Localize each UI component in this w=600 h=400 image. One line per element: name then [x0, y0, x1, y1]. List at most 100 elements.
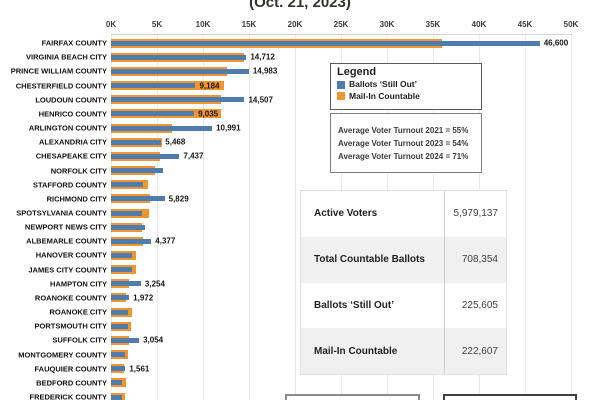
- x-axis-tick-label: 40K: [471, 20, 487, 29]
- still-out-bar[interactable]: [111, 380, 123, 386]
- category-label: CHESAPEAKE CITY: [35, 151, 107, 161]
- bar-data-label: 3,254: [144, 279, 165, 289]
- category-label: FREDERICK COUNTY: [29, 392, 107, 400]
- category-label: HANOVER COUNTY: [35, 250, 107, 260]
- chart-row: ROANOKE CITY: [0, 305, 600, 319]
- chart-row: LOUDOUN COUNTY 14,507: [0, 93, 600, 107]
- category-label: NORFOLK CITY: [50, 166, 107, 176]
- category-label: ARLINGTON COUNTY: [28, 123, 107, 133]
- bar-data-label: 5,468: [165, 137, 186, 147]
- category-label: JAMES CITY COUNTY: [28, 265, 107, 275]
- category-label: CHESTERFIELD COUNTY: [15, 81, 107, 91]
- still-out-bar[interactable]: [111, 323, 129, 329]
- still-out-bar[interactable]: [111, 281, 141, 287]
- still-out-swatch-icon: [337, 80, 345, 89]
- chart-row: NORFOLK CITY: [0, 163, 600, 177]
- chart-row: HANOVER COUNTY: [0, 248, 600, 262]
- summary-table-row: Mail-In Countable 222,607: [301, 328, 506, 374]
- x-axis-tick-label: 15K: [241, 20, 257, 29]
- x-axis-tick-label: 45K: [517, 20, 533, 29]
- still-out-bar[interactable]: [111, 210, 143, 216]
- still-out-bar[interactable]: [111, 40, 540, 46]
- x-gridline: [249, 34, 250, 400]
- x-gridline: [571, 34, 572, 400]
- turnout-stat-line: Average Voter Turnout 2023 = 54%: [338, 139, 469, 148]
- still-out-bar[interactable]: [111, 267, 133, 273]
- x-axis-line: [111, 34, 572, 35]
- chart-row: ALBEMARLE COUNTY 4,377: [0, 234, 600, 248]
- clipped-callout-box-left: [285, 394, 420, 400]
- bar-data-label: 46,600: [543, 38, 569, 48]
- x-axis-tick-label: 30K: [379, 20, 395, 29]
- category-label: HENRICO COUNTY: [38, 109, 107, 119]
- chart-row: ALEXANDRIA CITY 5,468: [0, 135, 600, 149]
- still-out-bar[interactable]: [111, 97, 245, 103]
- summary-row-label: Ballots ‘Still Out’: [314, 299, 395, 311]
- category-label: STAFFORD COUNTY: [32, 180, 107, 190]
- x-axis-tick-label: 10K: [195, 20, 211, 29]
- x-axis-tick-label: 25K: [333, 20, 349, 29]
- chart-row: FAIRFAX COUNTY 46,600: [0, 36, 600, 50]
- x-axis-tick-label: 0K: [105, 20, 117, 29]
- category-label: BEDFORD COUNTY: [36, 378, 107, 388]
- bar-data-label: 9,184: [199, 81, 220, 91]
- still-out-bar[interactable]: [111, 224, 146, 230]
- summary-table-row: Total Countable Ballots 708,354: [301, 236, 506, 283]
- chart-row: HAMPTON CITY 3,254: [0, 277, 600, 291]
- category-label: HAMPTON CITY: [50, 279, 107, 289]
- chart-row: MONTGOMERY COUNTY: [0, 348, 600, 362]
- x-gridline: [157, 34, 158, 400]
- still-out-bar[interactable]: [111, 111, 195, 117]
- category-label: PRINCE WILLIAM COUNTY: [10, 66, 107, 76]
- still-out-bar[interactable]: [111, 394, 123, 400]
- category-label: SUFFOLK CITY: [52, 335, 107, 345]
- chart-row: FREDERICK COUNTY: [0, 390, 600, 400]
- chart-row: VIRGINIA BEACH CITY 14,712: [0, 50, 600, 64]
- category-label: ALBEMARLE COUNTY: [26, 236, 107, 246]
- chart-row: FAUQUIER COUNTY 1,561: [0, 362, 600, 376]
- category-label: ROANOKE COUNTY: [34, 293, 107, 303]
- bar-data-label: 14,983: [252, 66, 278, 76]
- legend-title: Legend: [337, 66, 377, 78]
- bar-data-label: 3,054: [143, 335, 164, 345]
- chart-row: JAMES CITY COUNTY: [0, 263, 600, 277]
- category-label: ROANOKE CITY: [49, 307, 107, 317]
- chart-row: BEDFORD COUNTY: [0, 376, 600, 390]
- chart-row: ROANOKE COUNTY 1,972: [0, 291, 600, 305]
- still-out-bar[interactable]: [111, 83, 196, 89]
- bar-data-label: 9,035: [198, 109, 219, 119]
- still-out-bar[interactable]: [111, 295, 130, 301]
- chart-row: CHESTERFIELD COUNTY 9,184: [0, 78, 600, 92]
- still-out-bar[interactable]: [111, 352, 125, 358]
- summary-row-value: 222,607: [444, 328, 506, 374]
- still-out-bar[interactable]: [111, 182, 144, 188]
- still-out-bar[interactable]: [111, 68, 249, 74]
- mail-in-swatch-icon: [337, 92, 345, 101]
- still-out-bar[interactable]: [111, 54, 247, 60]
- still-out-bar[interactable]: [111, 196, 165, 202]
- still-out-bar[interactable]: [111, 125, 213, 131]
- category-label: FAUQUIER COUNTY: [34, 364, 107, 374]
- still-out-bar[interactable]: [111, 153, 180, 159]
- summary-row-label: Total Countable Ballots: [314, 254, 425, 266]
- bar-data-label: 4,377: [155, 236, 176, 246]
- category-label: NEWPORT NEWS CITY: [24, 222, 107, 232]
- still-out-bar[interactable]: [111, 366, 126, 372]
- category-label: RICHMOND CITY: [46, 194, 107, 204]
- bar-data-label: 14,712: [250, 52, 275, 62]
- turnout-stat-line: Average Voter Turnout 2021 = 55%: [338, 126, 469, 135]
- still-out-bar[interactable]: [111, 238, 152, 244]
- legend-item-mail-in: Mail-In Countable: [337, 91, 475, 103]
- still-out-bar[interactable]: [111, 252, 133, 258]
- chart-row: PRINCE WILLIAM COUNTY 14,983: [0, 64, 600, 78]
- still-out-bar[interactable]: [111, 168, 163, 174]
- summary-row-label: Mail-In Countable: [314, 345, 398, 357]
- bar-data-label: 5,829: [168, 194, 189, 204]
- summary-row-value: 5,979,137: [444, 191, 506, 237]
- category-label: FAIRFAX COUNTY: [41, 38, 107, 48]
- category-label: SPOTSYLVANIA COUNTY: [16, 208, 107, 218]
- still-out-bar[interactable]: [111, 309, 128, 315]
- chart-row: PORTSMOUTH CITY: [0, 319, 600, 333]
- still-out-bar[interactable]: [111, 139, 162, 145]
- still-out-bar[interactable]: [111, 337, 140, 343]
